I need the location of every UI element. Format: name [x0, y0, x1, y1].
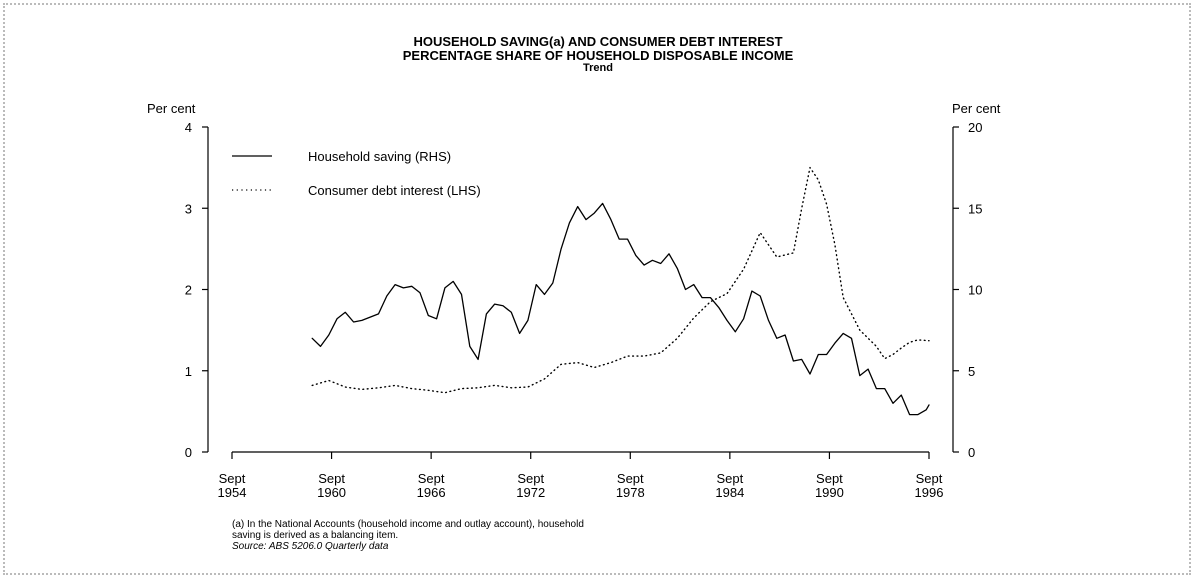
y-tick-label-left: 0: [185, 445, 192, 460]
x-tick-label-month: Sept: [716, 471, 743, 486]
legend: Household saving (RHS) Consumer debt int…: [232, 149, 481, 198]
x-tick-label-year: 1972: [516, 485, 545, 500]
x-tick-label-month: Sept: [318, 471, 345, 486]
x-tick-label-month: Sept: [517, 471, 544, 486]
x-tick-label-year: 1996: [915, 485, 944, 500]
y-tick-label-right: 15: [968, 201, 982, 216]
series-line-household-saving: [311, 202, 930, 416]
x-tick-label-year: 1990: [815, 485, 844, 500]
chart-subtitle: PERCENTAGE SHARE OF HOUSEHOLD DISPOSABLE…: [402, 48, 794, 63]
chart-title: HOUSEHOLD SAVING(a) AND CONSUMER DEBT IN…: [413, 34, 783, 49]
x-tick-label-month: Sept: [816, 471, 843, 486]
x-tick-label-month: Sept: [617, 471, 644, 486]
x-tick-label-month: Sept: [219, 471, 246, 486]
legend-label-household-saving: Household saving (RHS): [308, 149, 451, 164]
footnote-line-1: (a) In the National Accounts (household …: [232, 519, 584, 530]
chart-subtitle-trend: Trend: [583, 62, 613, 74]
y-tick-label-left: 1: [185, 364, 192, 379]
x-tick-label-year: 1954: [218, 485, 247, 500]
chart-frame: [3, 3, 1191, 575]
legend-label-consumer-debt: Consumer debt interest (LHS): [308, 183, 481, 198]
y-axis-label-right: Per cent: [952, 101, 1001, 116]
y-tick-label-left: 2: [185, 283, 192, 298]
x-tick-label-year: 1960: [317, 485, 346, 500]
y-tick-label-left: 3: [185, 201, 192, 216]
series-line-consumer-debt-interest: [311, 166, 930, 394]
x-tick-label-month: Sept: [418, 471, 445, 486]
y-axis-label-left: Per cent: [147, 101, 196, 116]
footnote-line-2: saving is derived as a balancing item.: [232, 530, 399, 541]
y-tick-label-right: 20: [968, 120, 982, 135]
x-tick-label-month: Sept: [916, 471, 943, 486]
footnote-source: Source: ABS 5206.0 Quarterly data: [232, 541, 389, 552]
x-tick-label-year: 1984: [715, 485, 744, 500]
y-tick-label-right: 5: [968, 364, 975, 379]
x-tick-label-year: 1978: [616, 485, 645, 500]
y-tick-label-left: 4: [185, 120, 192, 135]
y-tick-label-right: 0: [968, 445, 975, 460]
y-tick-label-right: 10: [968, 283, 982, 298]
x-tick-label-year: 1966: [417, 485, 446, 500]
